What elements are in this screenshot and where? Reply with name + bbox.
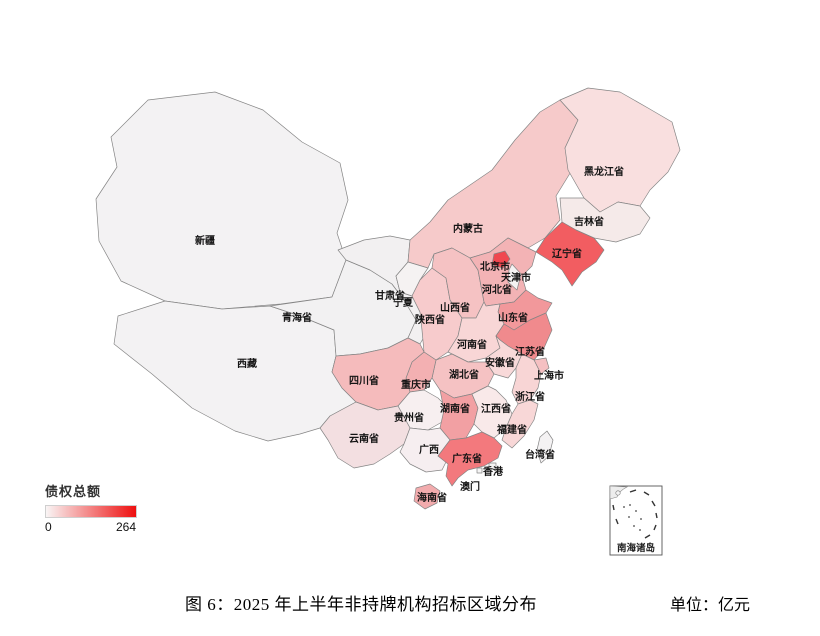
inset-dash-line [612, 489, 658, 539]
province-label-yunnan: 云南省 [349, 432, 379, 445]
province-label-shaanxi: 陕西省 [415, 313, 445, 326]
figure-caption: 图 6：2025 年上半年非持牌机构招标区域分布 [185, 595, 537, 614]
legend-min-value: 0 [45, 520, 52, 534]
province-label-zhejiang: 浙江省 [515, 390, 545, 403]
province-label-anhui: 安徽省 [485, 356, 515, 369]
province-liaoning [535, 221, 605, 287]
province-label-henan: 河南省 [457, 338, 487, 351]
province-label-sichuan: 四川省 [349, 374, 379, 387]
inset-hainan-island [615, 490, 621, 496]
province-taiwan [536, 430, 554, 464]
legend-scale: 0 264 [45, 520, 136, 534]
province-label-ningxia: 宁夏 [393, 296, 414, 309]
inset-label: 南海诸岛 [617, 542, 655, 554]
province-label-guangdong: 广东省 [452, 452, 482, 465]
province-label-macau: 澳门 [460, 480, 480, 493]
province-label-hubei: 湖北省 [449, 368, 479, 381]
legend-gradient-bar [45, 505, 137, 518]
province-fujian [501, 399, 539, 449]
province-label-xinjiang: 新疆 [195, 234, 215, 247]
province-label-qinghai: 青海省 [282, 311, 312, 324]
province-label-liaoning: 辽宁省 [552, 247, 582, 260]
province-label-gansu: 甘肃省 [375, 289, 405, 302]
province-label-hainan: 海南省 [417, 491, 447, 504]
province-label-jilin: 吉林省 [574, 215, 604, 228]
province-label-neimenggu: 内蒙古 [453, 222, 483, 235]
province-label-beijing: 北京市 [480, 260, 510, 273]
province-xinjiang [95, 91, 349, 310]
province-tianjin [507, 263, 522, 291]
province-label-chongqing: 重庆市 [401, 378, 431, 391]
province-guangdong [437, 431, 503, 487]
province-label-guangxi: 广西 [419, 443, 439, 456]
province-label-guizhou: 贵州省 [394, 411, 424, 424]
province-yunnan [319, 401, 411, 469]
province-beijing [491, 250, 511, 269]
province-label-taiwan: 台湾省 [525, 448, 555, 461]
province-label-jiangsu: 江苏省 [515, 345, 545, 358]
province-hunan [439, 389, 479, 441]
province-label-hongkong: 香港 [483, 465, 504, 478]
unit-label: 单位：亿元 [670, 597, 751, 614]
province-hainan [413, 483, 441, 510]
province-anhui [485, 335, 523, 379]
province-shapes [95, 87, 681, 510]
south-china-sea-inset: 南海诸岛 [609, 485, 663, 556]
province-label-fujian: 福建省 [496, 423, 527, 436]
province-heilongjiang [559, 87, 681, 213]
province-label-jiangxi: 江西省 [481, 402, 511, 415]
province-label-tianjin: 天津市 [501, 271, 531, 284]
inset-islands [623, 504, 642, 531]
province-label-hunan: 湖南省 [440, 402, 470, 415]
province-label-shanghai: 上海市 [534, 369, 564, 382]
province-macau [476, 467, 483, 474]
province-label-shanxi: 山西省 [440, 301, 470, 314]
inset-box [609, 485, 663, 556]
province-hongkong [488, 462, 497, 470]
province-label-heilongjiang: 黑龙江省 [584, 165, 624, 178]
province-label-xizang: 西藏 [237, 357, 257, 370]
province-label-shandong: 山东省 [498, 311, 528, 324]
province-label-hebei: 河北省 [482, 283, 512, 296]
province-sichuan [331, 337, 425, 411]
legend: 债权总额 0 264 [45, 481, 145, 534]
legend-title: 债权总额 [45, 484, 102, 499]
legend-max-value: 264 [115, 520, 136, 534]
